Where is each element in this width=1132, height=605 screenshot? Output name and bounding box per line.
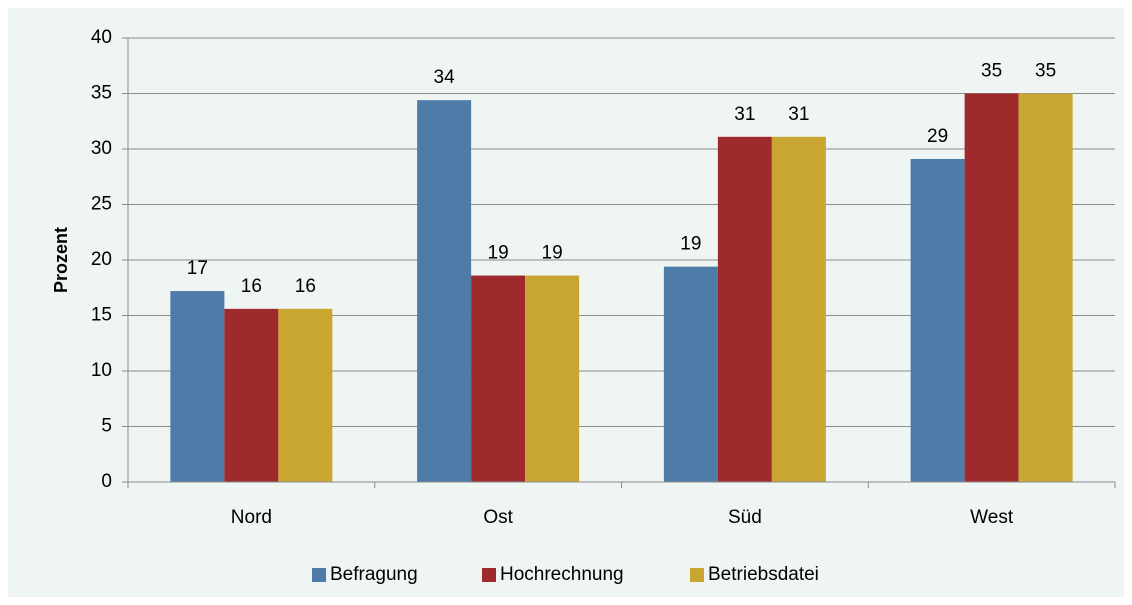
bar [278,308,333,482]
y-tick-label: 5 [101,416,112,437]
bar [170,291,225,482]
y-tick-label: 0 [101,471,112,492]
data-label: 31 [788,104,809,125]
x-tick-label: Nord [231,507,272,528]
bar [525,275,580,482]
data-label: 16 [241,276,262,297]
data-label: 34 [434,67,456,88]
y-tick-label: 20 [91,249,112,270]
bar [1018,93,1073,482]
data-label: 31 [734,104,755,125]
data-label: 16 [295,276,316,297]
y-tick-label: 30 [91,138,112,159]
bar [771,136,826,483]
y-tick-label: 35 [91,83,112,104]
bar [964,93,1019,482]
legend-label: Betriebsdatei [708,564,819,585]
data-label: 29 [927,126,948,147]
legend-swatch [482,568,496,582]
y-tick-label: 25 [91,194,112,215]
data-label: 17 [187,258,208,279]
legend-swatch [690,568,704,582]
y-tick-label: 40 [91,27,112,48]
legend-label: Befragung [330,564,418,585]
bar [417,100,472,482]
x-tick-label: Süd [728,507,762,528]
legend-swatch [312,568,326,582]
bar [663,266,718,482]
x-tick-label: West [970,507,1014,528]
y-tick-label: 15 [91,305,112,326]
data-label: 19 [542,243,563,264]
bar [471,275,526,482]
y-tick-label: 10 [91,360,112,381]
bar [910,158,965,483]
data-label: 35 [981,61,1002,82]
bar [224,308,279,482]
data-label: 19 [680,234,701,255]
y-axis-label: Prozent [51,227,71,293]
data-label: 19 [488,243,509,264]
legend-label: Hochrechnung [500,564,624,585]
x-tick-label: Ost [483,507,513,528]
data-label: 35 [1035,61,1056,82]
bar [717,136,772,483]
